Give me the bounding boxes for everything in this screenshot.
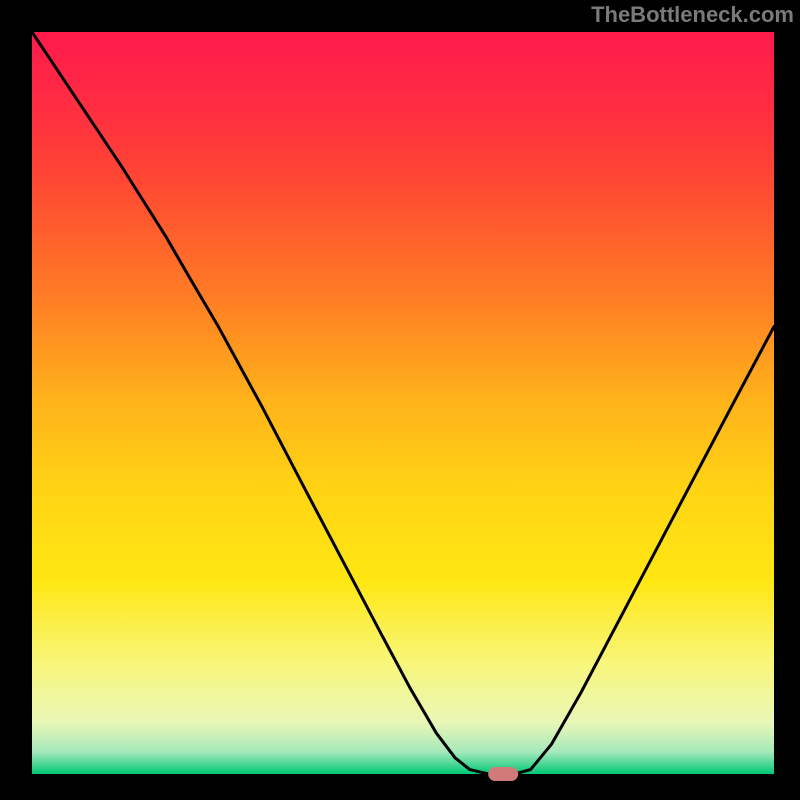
optimal-marker bbox=[488, 767, 518, 781]
bottleneck-chart bbox=[0, 0, 800, 800]
chart-root: TheBottleneck.com bbox=[0, 0, 800, 800]
plot-background-gradient bbox=[32, 32, 774, 774]
